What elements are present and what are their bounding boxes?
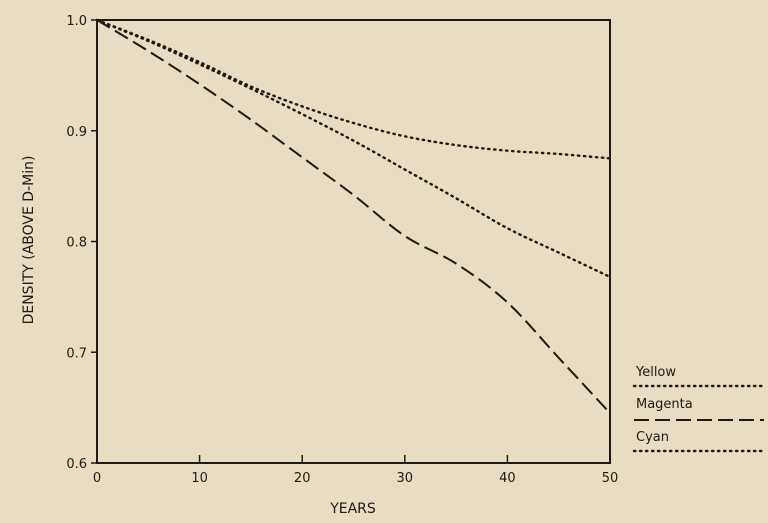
legend-label-cyan: Cyan [636, 430, 669, 445]
y-tick-label: 0.9 [66, 125, 87, 140]
x-axis-title: YEARS [329, 501, 376, 517]
x-tick-label: 0 [93, 471, 101, 486]
y-axis-ticks: 0.6 0.7 0.8 0.9 1.0 [66, 14, 97, 472]
y-axis-title: DENSITY (ABOVE D-Min) [21, 156, 37, 325]
legend-label-magenta: Magenta [636, 397, 693, 412]
x-tick-label: 10 [191, 471, 208, 486]
y-tick-label: 0.6 [66, 457, 87, 472]
x-tick-label: 50 [602, 471, 619, 486]
y-tick-label: 0.8 [66, 236, 87, 251]
x-tick-label: 30 [397, 471, 414, 486]
series-layer [95, 18, 612, 414]
series-line-magenta [95, 18, 612, 279]
x-tick-label: 20 [294, 471, 311, 486]
x-axis-ticks: 0 10 20 30 40 50 [93, 455, 618, 486]
plot-frame [96, 19, 611, 464]
series-line-cyan [96, 19, 611, 414]
y-tick-label: 0.7 [66, 346, 87, 361]
x-tick-label: 40 [499, 471, 516, 486]
legend-label-yellow: Yellow [635, 365, 676, 380]
legend: Yellow Magenta Cyan [632, 365, 766, 453]
series-line-yellow [95, 18, 612, 160]
y-tick-label: 1.0 [66, 14, 87, 29]
